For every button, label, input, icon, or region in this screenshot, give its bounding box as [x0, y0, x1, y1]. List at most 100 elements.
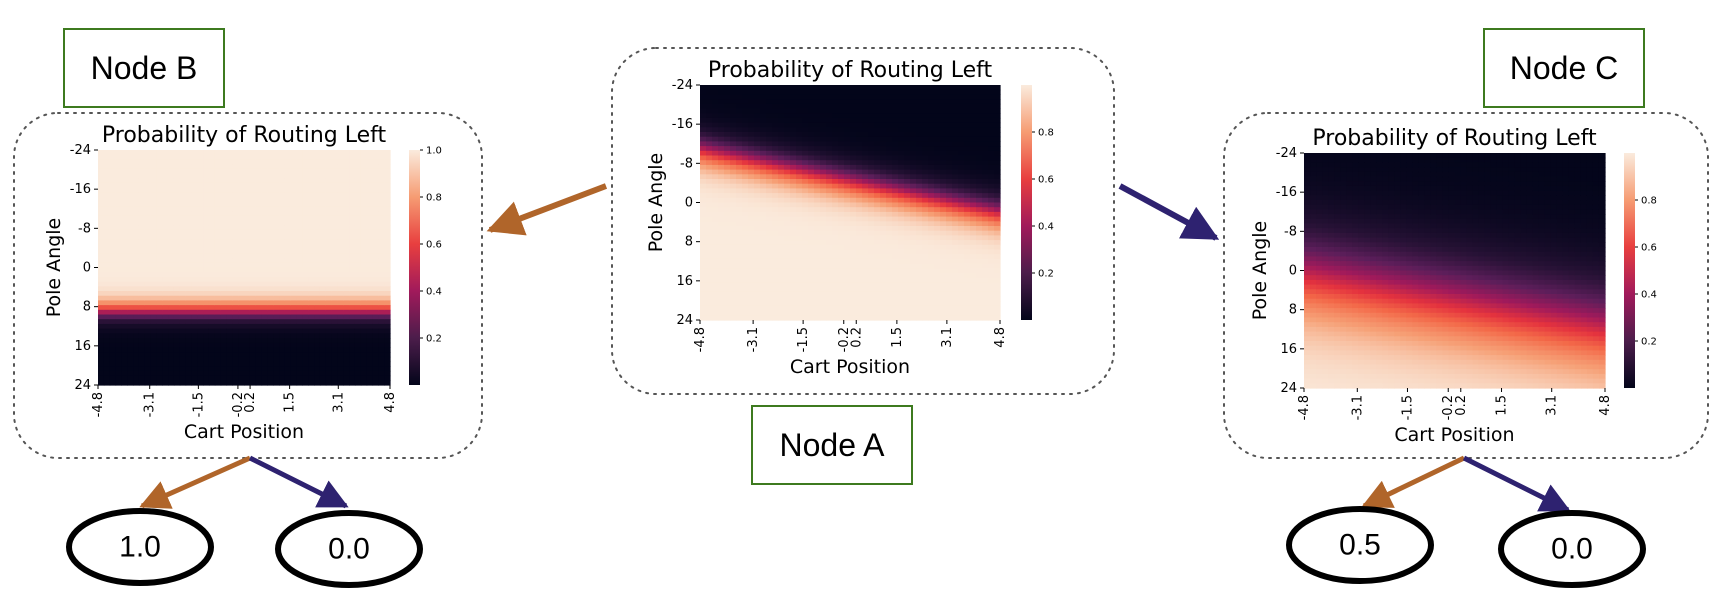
- heatmap-cell: [325, 229, 333, 236]
- heatmap-cell: [706, 150, 713, 157]
- heatmap-cell: [718, 117, 725, 124]
- heatmap-cell: [934, 160, 941, 166]
- heatmap-cell: [273, 309, 280, 316]
- heatmap-cell: [325, 234, 333, 240]
- heatmap-cell: [916, 179, 923, 185]
- heatmap-cell: [203, 356, 210, 363]
- heatmap-cell: [838, 230, 845, 236]
- heatmap-cell: [325, 248, 333, 254]
- heatmap-cell: [360, 291, 368, 297]
- heatmap-cell: [748, 211, 755, 218]
- heatmap-cell: [940, 113, 947, 119]
- heatmap-cell: [820, 164, 827, 171]
- heatmap-cell: [940, 282, 947, 288]
- heatmap-cell: [958, 164, 965, 171]
- heatmap-cell: [970, 258, 977, 265]
- heatmap-cell: [856, 263, 863, 269]
- heatmap-cell: [360, 380, 368, 386]
- heatmap-cell: [121, 323, 128, 330]
- heatmap-cell: [946, 226, 953, 232]
- heatmap-cell: [700, 273, 707, 279]
- heatmap-cell: [296, 276, 303, 283]
- heatmap-cell: [121, 197, 128, 203]
- heatmap-cell: [730, 207, 737, 213]
- heatmap-cell: [354, 225, 362, 231]
- heatmap-cell: [916, 282, 923, 288]
- heatmap-cell: [970, 291, 977, 298]
- heatmap-cell: [856, 99, 863, 105]
- heatmap-cell: [700, 117, 707, 124]
- heatmap-cell: [226, 234, 233, 240]
- heatmap-cell: [366, 150, 374, 156]
- heatmap-cell: [214, 258, 222, 264]
- heatmap-cell: [208, 370, 216, 377]
- heatmap-cell: [121, 244, 128, 250]
- heatmap-cell: [844, 108, 851, 114]
- heatmap-cell: [880, 174, 887, 180]
- heatmap-cell: [331, 262, 339, 269]
- heatmap-cell: [232, 201, 239, 207]
- heatmap-cell: [796, 230, 803, 236]
- heatmap-cell: [354, 206, 362, 212]
- heatmap-cell: [308, 347, 315, 353]
- heatmap-cell: [296, 197, 303, 203]
- heatmap-cell: [922, 277, 929, 283]
- heatmap-cell: [296, 309, 303, 316]
- heatmap-cell: [337, 342, 344, 348]
- heatmap-cell: [766, 263, 773, 269]
- heatmap-cell: [314, 159, 321, 165]
- heatmap-cell: [790, 108, 797, 114]
- heatmap-cell: [168, 201, 175, 207]
- heatmap-cell: [766, 287, 773, 293]
- heatmap-cell: [736, 235, 743, 241]
- heatmap-cell: [273, 220, 280, 226]
- heatmap-cell: [754, 254, 761, 260]
- heatmap-cell: [994, 282, 1001, 288]
- heatmap-cell: [308, 309, 315, 316]
- heatmap-cell: [712, 160, 719, 166]
- heatmap-cell: [314, 370, 321, 377]
- heatmap-cell: [220, 229, 228, 236]
- heatmap-cell: [168, 305, 175, 311]
- heatmap-cell: [244, 375, 251, 381]
- heatmap-cell: [296, 361, 303, 367]
- heatmap-cell: [886, 155, 893, 161]
- heatmap-cell: [994, 146, 1001, 152]
- heatmap-cell: [133, 159, 140, 165]
- heatmap-cell: [934, 136, 941, 142]
- heatmap-cell: [856, 244, 863, 251]
- heatmap-cell: [922, 310, 929, 316]
- heatmap-cell: [922, 263, 929, 269]
- heatmap-cell: [760, 277, 767, 283]
- heatmap-cell: [700, 291, 707, 298]
- heatmap-cell: [244, 370, 251, 377]
- heatmap-cell: [360, 248, 368, 254]
- heatmap-cell: [856, 193, 863, 199]
- heatmap-cell: [144, 314, 152, 320]
- heatmap-cell: [838, 277, 845, 283]
- heatmap-cell: [185, 197, 193, 203]
- heatmap-cell: [868, 127, 875, 133]
- heatmap-cell: [742, 249, 749, 255]
- heatmap-cell: [868, 291, 875, 298]
- heatmap-cell: [718, 141, 725, 147]
- heatmap-cell: [249, 328, 257, 334]
- heatmap-cell: [162, 314, 169, 320]
- heatmap-cell: [898, 127, 905, 133]
- heatmap-cell: [150, 225, 157, 231]
- heatmap-cell: [946, 146, 953, 152]
- heatmap-cell: [98, 229, 105, 236]
- heatmap-cell: [976, 169, 983, 175]
- heatmap-cell: [766, 277, 773, 283]
- heatmap-cell: [952, 179, 959, 185]
- heatmap-cell: [700, 230, 707, 236]
- heatmap-cell: [784, 132, 791, 138]
- heatmap-cell: [910, 268, 917, 274]
- heatmap-cell: [808, 240, 815, 246]
- heatmap-cell: [296, 262, 303, 269]
- heatmap-cell: [284, 314, 292, 320]
- heatmap-cell: [284, 248, 292, 254]
- heatmap-cell: [832, 207, 839, 213]
- heatmap-cell: [862, 263, 869, 269]
- heatmap-cell: [226, 272, 233, 278]
